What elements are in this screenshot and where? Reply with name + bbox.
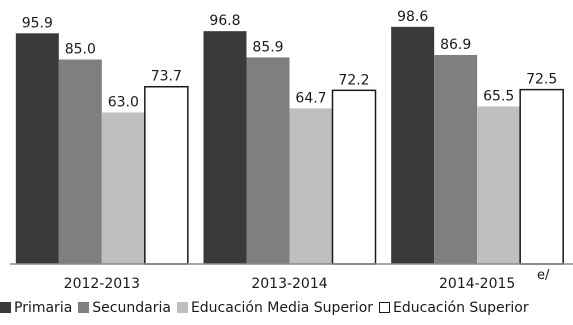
legend-label-1: Secundaria (92, 300, 171, 316)
bars-group (15, 26, 564, 265)
value-label-0-1: 85.0 (65, 42, 96, 58)
bar-1-1 (246, 57, 290, 264)
bar-0-3 (144, 85, 189, 265)
legend-item-0: Primaria (0, 300, 72, 316)
value-label-2-1: 86.9 (440, 37, 471, 53)
footnote-mark: e/ (537, 268, 550, 283)
legend-item-2: Educación Media Superior (176, 300, 374, 316)
bar-2-1 (434, 54, 478, 264)
value-label-1-2: 64.7 (295, 90, 326, 106)
bar-0-2 (101, 112, 145, 265)
value-label-1-0: 96.8 (209, 13, 240, 29)
legend-item-3: Educación Superior (379, 300, 529, 316)
legend-swatch-3 (379, 302, 391, 313)
value-label-1-3: 72.2 (338, 72, 369, 88)
bar-2-3 (519, 88, 564, 265)
bar-1-0 (203, 31, 247, 264)
value-label-0-0: 95.9 (22, 15, 53, 31)
value-label-2-2: 65.5 (483, 88, 514, 104)
legend-label-2: Educación Media Superior (190, 300, 374, 316)
legend-label-0: Primaria (14, 300, 73, 316)
bar-1-3 (331, 89, 377, 265)
legend-item-1: Secundaria (78, 300, 171, 316)
value-label-1-1: 85.9 (252, 39, 283, 55)
bar-0-1 (58, 59, 102, 264)
x-tick-label-2: 2014-2015 (439, 276, 515, 292)
x-tick-label-1: 2013-2014 (251, 276, 327, 292)
legend-swatch-2 (176, 302, 188, 313)
bar-1-2 (289, 108, 333, 264)
value-label-2-3: 72.5 (526, 72, 557, 88)
legend-swatch-0 (0, 302, 11, 313)
x-tick-label-0: 2012-2013 (64, 276, 140, 292)
bar-2-0 (391, 26, 435, 265)
value-labels-group: 95.9 85.0 63.0 73.7 96.8 85.9 64.7 72.2 98.6 86.9… (22, 9, 558, 111)
bar-2-2 (477, 106, 521, 265)
x-tick-labels-group: 2012-2013 2013-2014 2014-2015 (64, 276, 516, 292)
value-label-0-2: 63.0 (108, 94, 139, 110)
value-label-0-3: 73.7 (151, 69, 182, 85)
bar-0-0 (15, 33, 59, 264)
value-label-2-0: 98.6 (397, 9, 428, 25)
legend-label-3: Educación Superior (393, 300, 529, 316)
chart-legend: Primaria Secundaria Educación Media Superi… (0, 300, 573, 322)
legend-swatch-1 (78, 302, 90, 313)
